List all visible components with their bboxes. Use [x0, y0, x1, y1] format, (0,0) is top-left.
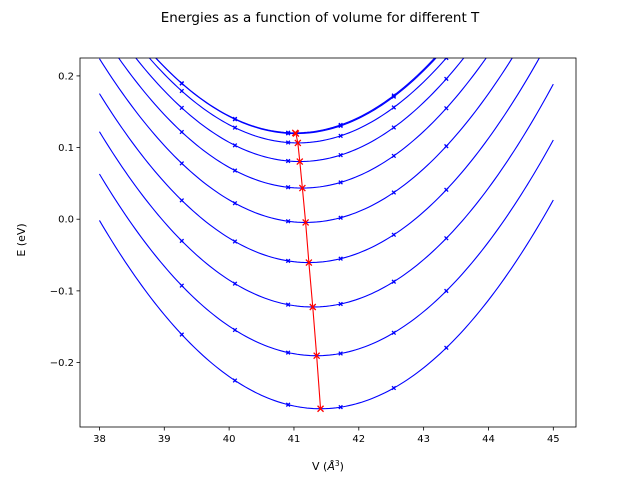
data-point-4-5	[444, 105, 449, 111]
minimum-marker-8	[313, 352, 321, 360]
data-point-6-2	[285, 258, 291, 264]
data-point-7-5	[444, 236, 449, 241]
data-point-4-4	[391, 153, 397, 159]
chart-title: Energies as a function of volume for dif…	[161, 10, 480, 26]
minimum-marker-4	[298, 184, 306, 192]
x-tick-label-7: 45	[547, 434, 560, 445]
data-point-5-5	[444, 143, 449, 149]
y-axis-label: E (eV)	[15, 223, 28, 256]
y-tick-label-3: 0.1	[58, 143, 74, 154]
data-point-1-2	[285, 131, 291, 136]
data-point-2-0	[179, 88, 185, 94]
x-tick-label-6: 44	[482, 434, 495, 445]
data-point-9-2	[285, 402, 291, 407]
data-point-0-4	[391, 93, 397, 98]
data-point-3-0	[179, 105, 185, 111]
data-point-2-3	[338, 133, 343, 139]
data-point-3-5	[444, 76, 449, 82]
x-tick-label-5: 43	[417, 434, 430, 445]
data-point-4-2	[285, 185, 291, 190]
y-tick-label-2: 0.0	[58, 215, 74, 226]
data-point-2-2	[285, 140, 291, 145]
x-tick-label-3: 41	[288, 434, 301, 445]
x-tick-label-2: 40	[223, 434, 236, 445]
data-point-6-3	[338, 256, 343, 261]
axes-frame	[79, 57, 577, 428]
y-tick-label-1: −0.1	[50, 286, 74, 297]
data-point-9-5	[444, 345, 449, 351]
x-tick-label-1: 39	[158, 434, 171, 445]
data-point-6-4	[391, 232, 397, 238]
data-point-1-0	[179, 81, 185, 86]
data-point-8-1	[232, 327, 238, 333]
data-point-9-0	[179, 332, 185, 337]
data-point-1-4	[391, 94, 397, 99]
data-point-7-4	[391, 279, 397, 284]
data-point-0-5	[445, 43, 449, 47]
data-point-7-3	[338, 301, 343, 307]
minimum-marker-7	[309, 303, 317, 311]
series-line-6	[98, 58, 540, 264]
plot-area	[98, 43, 554, 413]
data-point-8-3	[338, 351, 343, 356]
data-point-7-0	[179, 238, 185, 244]
series-line-3	[135, 58, 465, 163]
data-point-3-3	[338, 152, 343, 158]
series-line-9	[98, 199, 554, 410]
minimum-line	[294, 132, 322, 409]
data-point-7-2	[285, 302, 291, 307]
data-point-5-0	[179, 161, 185, 166]
series-line-1	[155, 58, 437, 135]
data-point-6-1	[232, 239, 238, 244]
minimum-marker-6	[305, 259, 313, 267]
series-line-5	[98, 58, 513, 223]
data-point-2-1	[232, 125, 238, 130]
data-point-9-3	[338, 404, 343, 410]
data-point-3-4	[391, 125, 397, 130]
data-point-8-5	[444, 288, 449, 294]
x-axis: 38 39 40 41 42 43 44 45	[93, 427, 560, 445]
data-point-4-1	[232, 168, 238, 173]
x-axis-label: V (Å3)	[312, 459, 344, 474]
data-point-1-1	[232, 117, 238, 122]
data-point-8-2	[285, 350, 291, 355]
data-point-6-0	[179, 198, 185, 203]
data-point-3-2	[285, 158, 291, 164]
data-point-2-4	[391, 105, 397, 110]
data-point-4-0	[179, 129, 185, 135]
minimum-marker-5	[302, 218, 310, 226]
y-tick-label-0: −0.2	[50, 358, 74, 369]
data-point-7-1	[232, 281, 238, 286]
data-point-9-4	[391, 385, 397, 391]
data-point-1-3	[338, 123, 343, 129]
data-point-5-4	[391, 190, 397, 195]
series-line-2	[148, 58, 448, 144]
data-point-9-1	[232, 378, 238, 383]
x-tick-label-0: 38	[93, 434, 106, 445]
series-line-4	[117, 58, 487, 189]
data-point-6-5	[444, 187, 449, 193]
data-point-1-5	[445, 45, 449, 49]
minimum-marker-2	[294, 139, 302, 147]
y-tick-label-4: 0.2	[58, 71, 74, 82]
data-point-4-3	[338, 180, 343, 185]
minimum-marker-1	[292, 130, 300, 138]
series-line-7	[98, 83, 554, 308]
data-point-2-5	[444, 58, 449, 61]
data-point-5-2	[285, 218, 291, 224]
x-tick-label-4: 42	[352, 434, 365, 445]
minimum-marker-9	[317, 405, 325, 413]
series-line-8	[98, 139, 554, 357]
minimum-marker-3	[296, 158, 304, 165]
data-point-5-3	[338, 215, 343, 220]
data-point-5-1	[232, 200, 238, 206]
data-point-8-0	[179, 283, 185, 288]
data-point-8-4	[391, 330, 397, 336]
data-point-3-1	[232, 143, 238, 148]
y-axis: −0.2 −0.1 0.0 0.1 0.2	[50, 71, 80, 369]
